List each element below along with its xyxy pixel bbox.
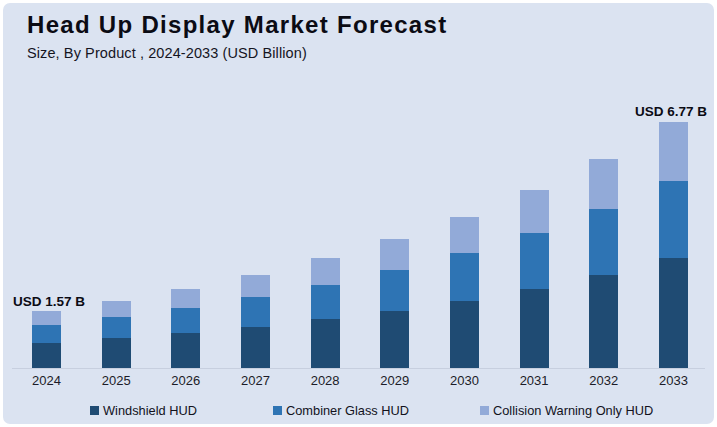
bar-segment-2027-collision-warning-only-hud	[241, 275, 270, 297]
legend-marker-icon	[90, 406, 99, 415]
x-axis-label-2026: 2026	[171, 373, 200, 388]
bar-group-2024: 2024	[32, 311, 61, 368]
bar-segment-2026-combiner-glass-hud	[171, 308, 200, 333]
legend-item-windshield-hud: Windshield HUD	[90, 403, 197, 418]
bar-segment-2033-windshield-hud	[659, 258, 688, 368]
legend-marker-icon	[480, 406, 489, 415]
legend-label: Windshield HUD	[103, 403, 197, 418]
bar-segment-2032-windshield-hud	[589, 275, 618, 368]
legend-label: Combiner Glass HUD	[286, 403, 409, 418]
chart-title: Head Up Display Market Forecast	[27, 11, 447, 39]
bar-segment-2027-combiner-glass-hud	[241, 297, 270, 327]
bar-segment-2031-collision-warning-only-hud	[520, 190, 549, 233]
x-axis-label-2028: 2028	[311, 373, 340, 388]
bar-segment-2025-windshield-hud	[102, 338, 131, 368]
bar-group-2028: 2028	[311, 258, 340, 368]
legend-marker-icon	[273, 406, 282, 415]
chart-subtitle: Size, By Product , 2024-2033 (USD Billio…	[27, 45, 307, 61]
bar-segment-2025-combiner-glass-hud	[102, 317, 131, 338]
bar-group-2032: 2032	[589, 159, 618, 368]
bar-segment-2024-collision-warning-only-hud	[32, 311, 61, 325]
x-axis-label-2025: 2025	[102, 373, 131, 388]
bar-segment-2033-collision-warning-only-hud	[659, 122, 688, 181]
bar-segment-2026-collision-warning-only-hud	[171, 289, 200, 308]
bar-segment-2029-collision-warning-only-hud	[380, 239, 409, 270]
x-axis-line	[12, 368, 705, 369]
bar-segment-2031-combiner-glass-hud	[520, 233, 549, 289]
bar-group-2031: 2031	[520, 190, 549, 368]
bar-segment-2030-combiner-glass-hud	[450, 253, 479, 301]
bar-group-2033: 2033	[659, 122, 688, 368]
bar-segment-2024-windshield-hud	[32, 343, 61, 369]
bar-segment-2029-combiner-glass-hud	[380, 270, 409, 311]
bar-group-2027: 2027	[241, 275, 270, 368]
bar-segment-2028-windshield-hud	[311, 319, 340, 368]
bar-segment-2027-windshield-hud	[241, 327, 270, 369]
x-axis-label-2027: 2027	[241, 373, 270, 388]
bar-segment-2032-combiner-glass-hud	[589, 209, 618, 275]
bar-segment-2032-collision-warning-only-hud	[589, 159, 618, 209]
x-axis-label-2031: 2031	[520, 373, 549, 388]
bar-group-2029: 2029	[380, 239, 409, 368]
bar-segment-2030-windshield-hud	[450, 301, 479, 368]
bar-group-2030: 2030	[450, 217, 479, 368]
bar-segment-2026-windshield-hud	[171, 333, 200, 368]
x-axis-label-2030: 2030	[450, 373, 479, 388]
legend-label: Collision Warning Only HUD	[493, 403, 653, 418]
bar-segment-2028-combiner-glass-hud	[311, 285, 340, 320]
legend: Windshield HUD Combiner Glass HUD Collisio…	[3, 403, 714, 419]
x-axis-label-2032: 2032	[589, 373, 618, 388]
legend-item-combiner-glass-hud: Combiner Glass HUD	[273, 403, 409, 418]
bar-segment-2028-collision-warning-only-hud	[311, 258, 340, 284]
x-axis-label-2029: 2029	[380, 373, 409, 388]
bar-group-2025: 2025	[102, 301, 131, 368]
chart-card: Head Up Display Market Forecast Size, By…	[3, 3, 714, 424]
bar-segment-2033-combiner-glass-hud	[659, 181, 688, 259]
bar-segment-2031-windshield-hud	[520, 289, 549, 368]
bar-segment-2030-collision-warning-only-hud	[450, 217, 479, 253]
bar-segment-2029-windshield-hud	[380, 311, 409, 369]
bar-segment-2024-combiner-glass-hud	[32, 325, 61, 343]
x-axis-label-2033: 2033	[659, 373, 688, 388]
x-axis-label-2024: 2024	[32, 373, 61, 388]
bar-segment-2025-collision-warning-only-hud	[102, 301, 131, 317]
bar-group-2026: 2026	[171, 289, 200, 368]
bars-container: 2024 2025 2026 2027 2028 2029 2030 2031 2032 2033	[32, 110, 688, 368]
legend-item-collision-warning-only-hud: Collision Warning Only HUD	[480, 403, 653, 418]
